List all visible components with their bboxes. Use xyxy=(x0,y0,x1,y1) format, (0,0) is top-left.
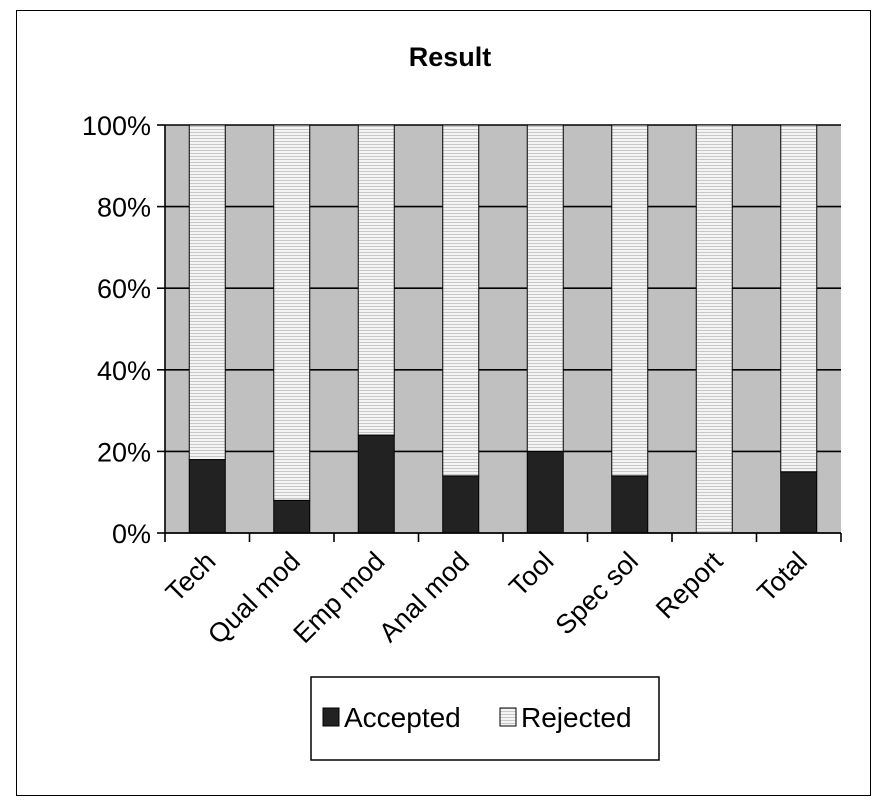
bar-rejected xyxy=(357,124,395,436)
y-tick-label: 0% xyxy=(112,519,151,549)
x-tick-label: Anal mod xyxy=(373,546,475,648)
x-tick-label: Tool xyxy=(503,546,559,602)
bar-accepted xyxy=(780,471,818,534)
y-tick-label: 100% xyxy=(82,111,151,141)
bar-rejected xyxy=(780,124,818,473)
legend-swatch-rejected xyxy=(499,707,517,727)
bar-accepted xyxy=(357,434,395,534)
bar-accepted xyxy=(442,475,480,534)
bar-rejected xyxy=(188,124,226,461)
y-tick-label: 20% xyxy=(97,437,151,467)
bar-rejected xyxy=(273,124,311,501)
plot-area xyxy=(165,125,841,533)
x-tick-label: Tech xyxy=(160,546,222,608)
bar-accepted xyxy=(611,475,649,534)
bar-accepted xyxy=(273,499,311,534)
x-tick-label: Qual mod xyxy=(202,546,306,650)
bar-accepted xyxy=(526,450,564,534)
y-tick-label: 60% xyxy=(97,274,151,304)
chart-title: Result xyxy=(409,42,492,72)
bar-rejected xyxy=(526,124,564,452)
legend-label-rejected: Rejected xyxy=(521,702,632,733)
bar-accepted xyxy=(188,459,226,534)
y-tick-label: 80% xyxy=(97,193,151,223)
bar-rejected xyxy=(442,124,480,477)
bar-rejected xyxy=(611,124,649,477)
x-tick-label: Report xyxy=(650,546,729,625)
x-tick-label: Emp mod xyxy=(288,546,391,649)
legend-swatch-accepted xyxy=(322,707,340,727)
x-tick-label: Spec sol xyxy=(550,546,644,640)
bar-rejected xyxy=(695,124,733,534)
legend-label-accepted: Accepted xyxy=(344,702,461,733)
y-tick-label: 40% xyxy=(97,356,151,386)
x-tick-label: Total xyxy=(751,546,813,608)
legend-box xyxy=(310,676,660,761)
